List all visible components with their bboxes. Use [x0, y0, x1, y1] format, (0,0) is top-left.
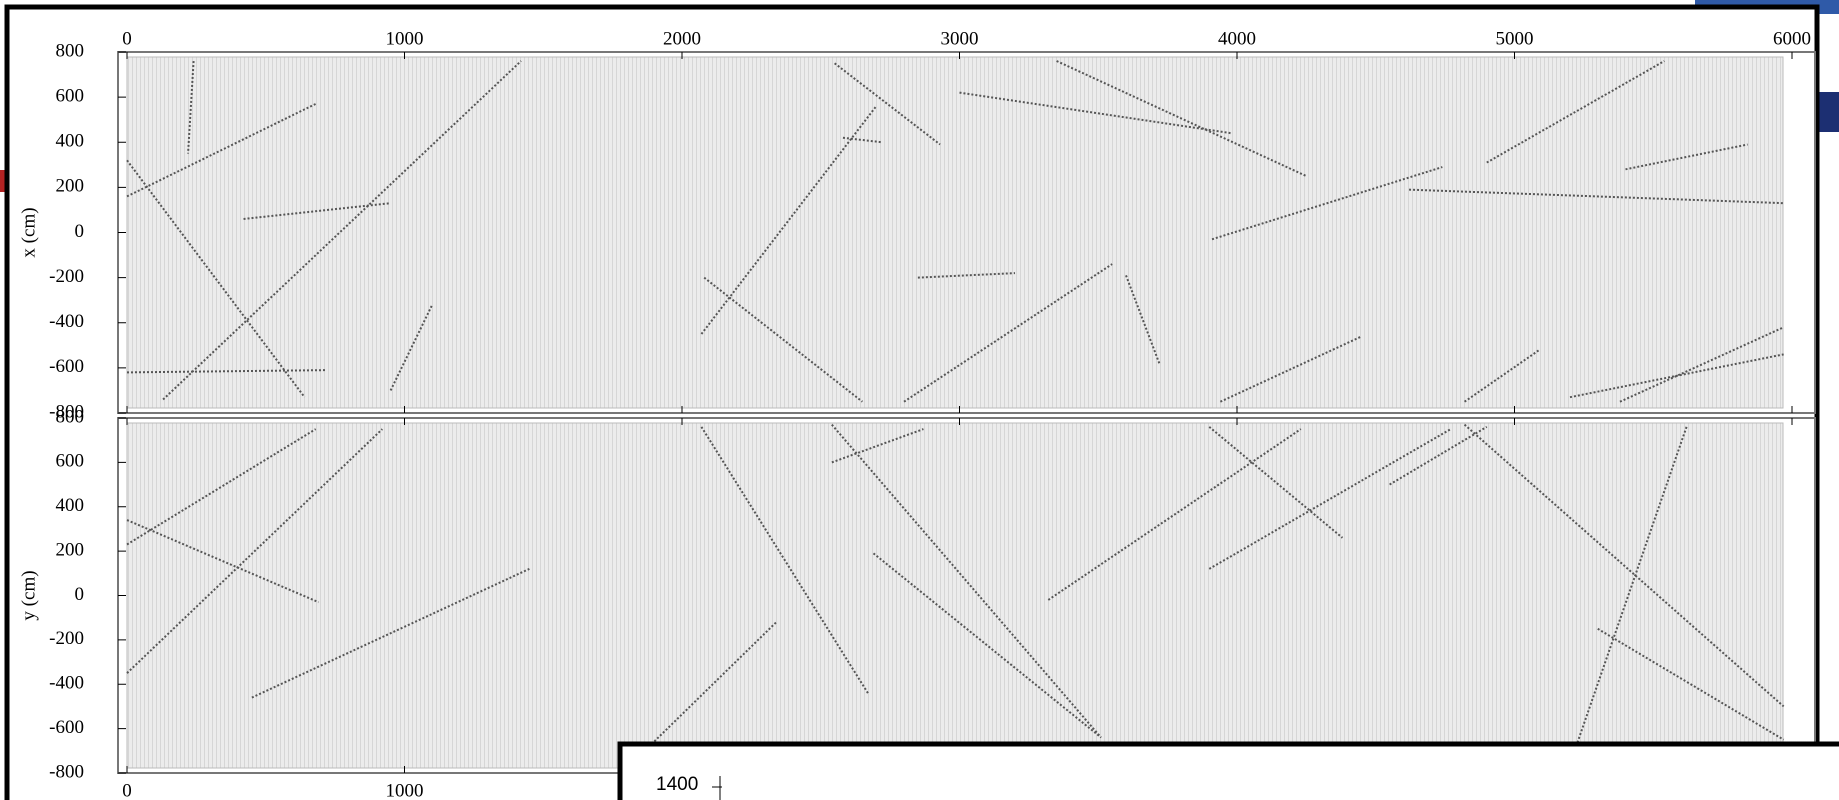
y-tick-label: 400	[56, 495, 85, 516]
x-tick-label: 6000	[1773, 28, 1811, 49]
y-tick-label: -800	[49, 761, 84, 782]
x-tick-label: 0	[122, 28, 132, 49]
y-tick-label: 200	[56, 539, 85, 560]
inset: 1400	[620, 744, 1839, 800]
y-tick-label: 0	[75, 584, 85, 605]
x-tick-label: 2000	[663, 28, 701, 49]
y-tick-label: 1400	[656, 774, 698, 795]
y-tick-label: 400	[56, 131, 85, 152]
x-tick-label: 1000	[386, 780, 424, 800]
y-tick-label: -200	[49, 628, 84, 649]
y-tick-label: 800	[56, 40, 85, 61]
background-fragment	[0, 170, 5, 192]
y-tick-label: 600	[56, 85, 85, 106]
y-tick-label: -400	[49, 673, 84, 694]
screenshot: 01000200030004000500060008006004002000-2…	[0, 0, 1839, 800]
inset-frame	[620, 744, 1839, 800]
y-tick-label: 0	[75, 221, 85, 242]
x-tick-label: 5000	[1496, 28, 1534, 49]
y-tick-label: -600	[49, 717, 84, 738]
detector-background	[127, 423, 1783, 768]
y-axis-label: x (cm)	[18, 207, 39, 257]
x-tick-label: 3000	[941, 28, 979, 49]
y-axis-label: y (cm)	[18, 570, 39, 620]
y-tick-label: -400	[49, 311, 84, 332]
x-tick-label: 1000	[386, 28, 424, 49]
x-tick-label: 4000	[1218, 28, 1256, 49]
x-tick-label: 0	[122, 780, 132, 800]
y-tick-label: -600	[49, 356, 84, 377]
panel: 01000200030004000500060008006004002000-2…	[18, 406, 1815, 800]
y-tick-label: 600	[56, 451, 85, 472]
y-tick-label: 200	[56, 176, 85, 197]
y-tick-label: 800	[56, 406, 85, 427]
detector-background	[127, 57, 1783, 408]
y-tick-label: -200	[49, 266, 84, 287]
